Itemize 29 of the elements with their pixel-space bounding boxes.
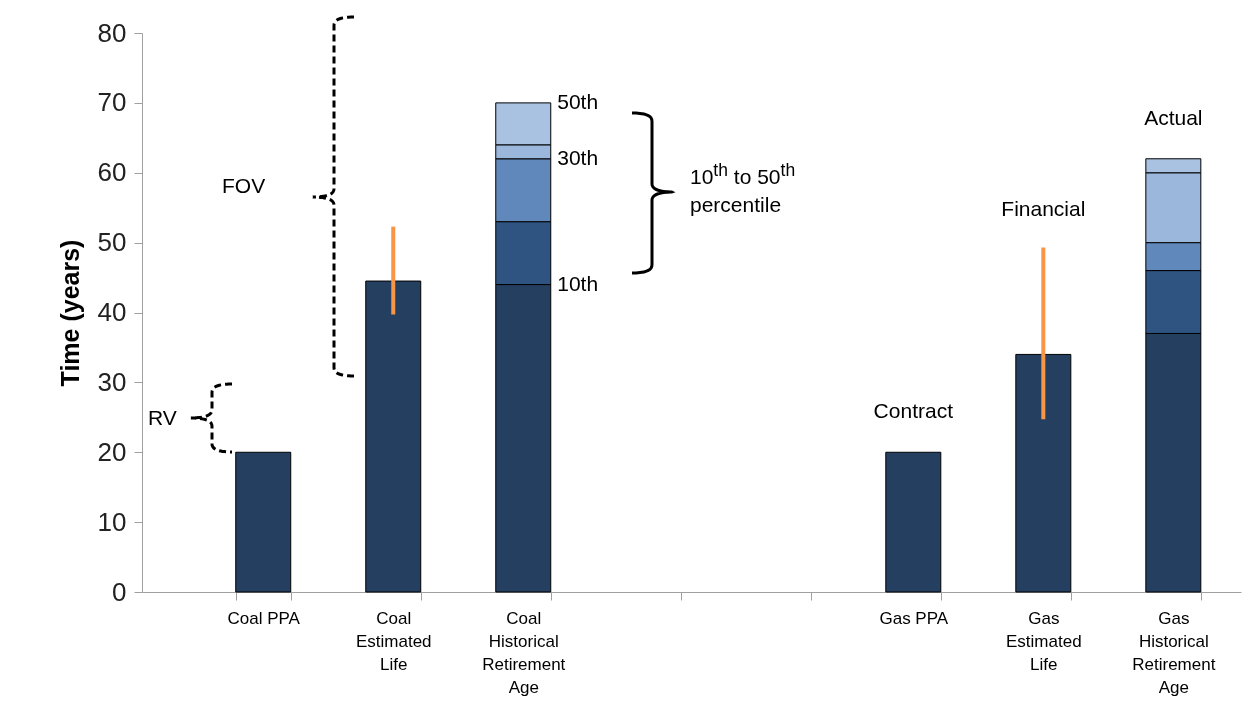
y-tick-label: 80 [97,17,127,48]
y-tick-label: 30 [97,366,127,397]
y-tick-label: 70 [97,87,127,118]
annotation: 30th [557,145,599,169]
x-tick-label: Gas PPA [879,608,949,628]
x-tick-label: Coal Historical Retirement Age [482,608,566,697]
y-axis-title: Time (years) [55,239,84,387]
annotation: RV [148,405,177,431]
annotation: Financial [1001,196,1086,220]
x-tick-label: Coal PPA [227,608,301,628]
annotation: 10th [557,271,599,295]
y-tick-label: 20 [97,436,127,467]
annotation: Actual [1144,105,1203,129]
x-tick-label: Coal Estimated Life [355,608,432,674]
y-tick-label: 50 [97,227,127,258]
bar [1015,353,1072,593]
x-tick-label: Gas Estimated Life [1006,608,1082,674]
annotation: Contract [873,399,954,423]
annotation: 50th [557,89,599,113]
y-tick-label: 10 [97,506,127,537]
annotation: FOV [222,173,266,199]
bar [885,451,942,593]
y-tick-label: 60 [97,157,127,188]
annotation: 10$^{th}$ to 50$^{th}$ percentile [690,159,797,218]
bar [365,280,422,593]
y-tick-label: 0 [112,576,127,607]
y-tick-label: 40 [97,297,127,327]
x-tick-label: Gas Historical Retirement Age [1132,608,1216,697]
bar [235,451,292,593]
